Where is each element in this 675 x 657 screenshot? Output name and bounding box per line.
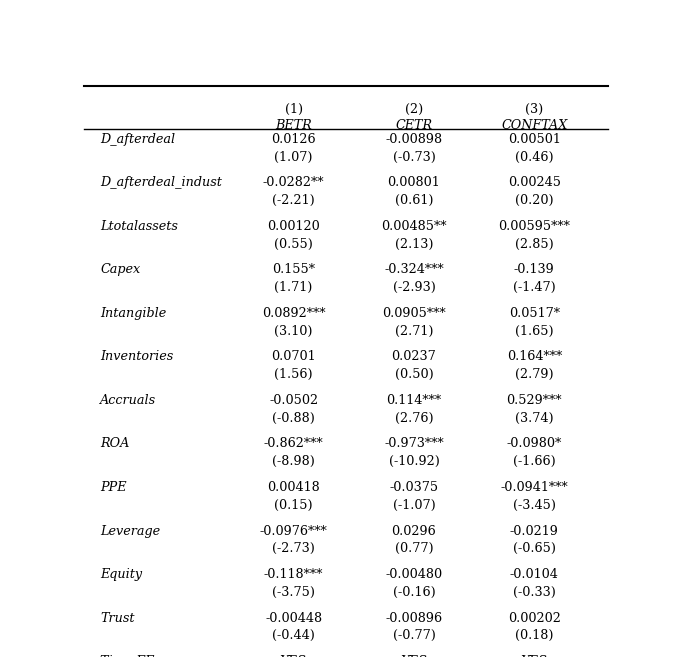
Text: (-0.77): (-0.77) [392,629,435,642]
Text: (1.56): (1.56) [274,368,313,381]
Text: -0.00448: -0.00448 [265,612,322,625]
Text: (-1.66): (-1.66) [513,455,556,468]
Text: (-3.75): (-3.75) [272,585,315,599]
Text: Leverage: Leverage [100,524,160,537]
Text: (-0.65): (-0.65) [513,542,556,555]
Text: Time FE: Time FE [100,655,155,657]
Text: -0.118***: -0.118*** [264,568,323,581]
Text: 0.114***: 0.114*** [386,394,441,407]
Text: Accruals: Accruals [100,394,156,407]
Text: -0.0375: -0.0375 [389,481,439,494]
Text: (-2.93): (-2.93) [392,281,435,294]
Text: (0.20): (0.20) [515,194,553,207]
Text: (-1.47): (-1.47) [513,281,556,294]
Text: 0.155*: 0.155* [272,263,315,277]
Text: 0.00595***: 0.00595*** [498,220,570,233]
Text: CETR: CETR [396,118,433,131]
Text: -0.0282**: -0.0282** [263,177,325,189]
Text: 0.164***: 0.164*** [507,350,562,363]
Text: YES: YES [280,655,307,657]
Text: (3.74): (3.74) [515,412,553,424]
Text: -0.973***: -0.973*** [384,438,443,451]
Text: -0.139: -0.139 [514,263,555,277]
Text: (1.07): (1.07) [274,150,313,164]
Text: 0.0237: 0.0237 [392,350,436,363]
Text: (-2.73): (-2.73) [272,542,315,555]
Text: (0.50): (0.50) [395,368,433,381]
Text: -0.862***: -0.862*** [264,438,323,451]
Text: Ltotalassets: Ltotalassets [100,220,178,233]
Text: (1.65): (1.65) [515,325,553,338]
Text: -0.0976***: -0.0976*** [260,524,327,537]
Text: (-8.98): (-8.98) [272,455,315,468]
Text: (0.46): (0.46) [515,150,553,164]
Text: (2): (2) [405,102,423,116]
Text: 0.0892***: 0.0892*** [262,307,325,320]
Text: BETR: BETR [275,118,312,131]
Text: (0.61): (0.61) [395,194,433,207]
Text: -0.00480: -0.00480 [385,568,443,581]
Text: (-0.88): (-0.88) [272,412,315,424]
Text: (0.55): (0.55) [274,238,313,251]
Text: 0.0701: 0.0701 [271,350,316,363]
Text: (-0.16): (-0.16) [393,585,435,599]
Text: -0.00896: -0.00896 [385,612,443,625]
Text: (-2.21): (-2.21) [272,194,315,207]
Text: D_afterdeal_indust: D_afterdeal_indust [100,177,222,189]
Text: PPE: PPE [100,481,127,494]
Text: (2.85): (2.85) [515,238,553,251]
Text: (2.71): (2.71) [395,325,433,338]
Text: (2.13): (2.13) [395,238,433,251]
Text: 0.00120: 0.00120 [267,220,320,233]
Text: 0.00418: 0.00418 [267,481,320,494]
Text: -0.0104: -0.0104 [510,568,559,581]
Text: (3.10): (3.10) [274,325,313,338]
Text: YES: YES [521,655,547,657]
Text: Equity: Equity [100,568,142,581]
Text: 0.00501: 0.00501 [508,133,561,146]
Text: (2.76): (2.76) [395,412,433,424]
Text: (1): (1) [285,102,302,116]
Text: 0.0126: 0.0126 [271,133,316,146]
Text: (1.71): (1.71) [275,281,313,294]
Text: Inventories: Inventories [100,350,173,363]
Text: -0.324***: -0.324*** [384,263,443,277]
Text: Intangible: Intangible [100,307,166,320]
Text: 0.0905***: 0.0905*** [382,307,446,320]
Text: (-0.73): (-0.73) [392,150,435,164]
Text: Capex: Capex [100,263,140,277]
Text: (-10.92): (-10.92) [389,455,439,468]
Text: Trust: Trust [100,612,134,625]
Text: 0.529***: 0.529*** [506,394,562,407]
Text: (0.15): (0.15) [274,499,313,512]
Text: (0.18): (0.18) [515,629,553,642]
Text: (-3.45): (-3.45) [513,499,556,512]
Text: -0.0219: -0.0219 [510,524,559,537]
Text: (-0.44): (-0.44) [272,629,315,642]
Text: 0.0296: 0.0296 [392,524,436,537]
Text: -0.0980*: -0.0980* [507,438,562,451]
Text: 0.0517*: 0.0517* [509,307,560,320]
Text: 0.00202: 0.00202 [508,612,561,625]
Text: YES: YES [401,655,427,657]
Text: CONFTAX: CONFTAX [501,118,568,131]
Text: (2.79): (2.79) [515,368,553,381]
Text: (0.77): (0.77) [395,542,433,555]
Text: -0.0502: -0.0502 [269,394,318,407]
Text: D_afterdeal: D_afterdeal [100,133,176,146]
Text: -0.00898: -0.00898 [385,133,443,146]
Text: 0.00485**: 0.00485** [381,220,447,233]
Text: 0.00245: 0.00245 [508,177,561,189]
Text: ROA: ROA [100,438,130,451]
Text: -0.0941***: -0.0941*** [500,481,568,494]
Text: (-1.07): (-1.07) [393,499,435,512]
Text: (-0.33): (-0.33) [513,585,556,599]
Text: (3): (3) [525,102,543,116]
Text: 0.00801: 0.00801 [387,177,440,189]
